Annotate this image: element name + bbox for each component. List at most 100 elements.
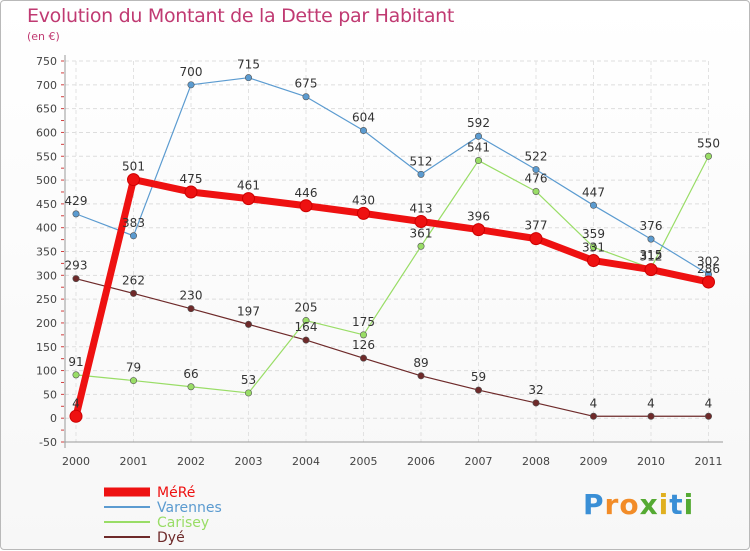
data-point [302,336,310,344]
data-label: 230 [180,289,203,303]
x-tick-label: 2002 [177,455,205,468]
data-label: 312 [640,250,663,264]
data-point [644,263,658,277]
data-point [532,166,540,174]
data-label: 66 [183,367,198,381]
data-point [187,383,195,391]
data-point [299,199,313,213]
x-tick-label: 2010 [637,455,665,468]
data-label: 205 [295,301,318,315]
data-point [130,232,138,240]
data-point [127,173,140,187]
legend-label: MéRé [157,485,195,501]
data-label: 550 [697,136,720,150]
data-label: 286 [697,262,720,276]
x-tick-label: 2011 [695,455,723,468]
data-point [532,187,540,195]
y-tick-label: 350 [36,246,57,259]
legend-label: Carisey [157,515,209,531]
data-point [589,201,597,209]
y-tick-label: 550 [36,150,57,163]
data-label: 302 [697,254,720,268]
x-tick-label: 2007 [465,455,493,468]
data-point [417,170,425,178]
data-point [704,412,712,420]
data-label: 175 [352,315,375,329]
data-label: 376 [640,219,663,233]
y-tick-label: 150 [36,341,57,354]
y-tick-label: 100 [36,365,57,378]
x-tick-label: 2003 [235,455,263,468]
data-point [69,409,83,423]
data-label: 262 [122,273,145,287]
data-label: 377 [525,219,548,233]
data-label: 396 [467,210,490,224]
data-label: 512 [410,154,433,168]
chart-subtitle: (en €) [27,30,60,43]
data-point [474,157,482,165]
y-tick-label: 250 [36,293,57,306]
y-tick-label: 0 [50,412,57,425]
data-point [359,127,367,135]
y-tick-label: -50 [39,436,57,449]
data-label: 447 [582,185,605,199]
x-tick-label: 2008 [522,455,550,468]
series-line-carisey [75,155,710,394]
data-label: 89 [413,356,428,370]
data-point [417,372,425,380]
chart-title: Evolution du Montant de la Dette par Hab… [27,5,455,27]
data-point [72,371,80,379]
data-point [184,185,198,199]
series-line-méré [72,176,710,418]
data-label: 293 [65,259,88,273]
data-label: 197 [237,304,260,318]
y-tick-label: 600 [36,126,57,139]
data-point [414,214,428,228]
data-label: 592 [467,116,490,130]
data-point [242,192,255,206]
data-label: 475 [180,172,203,186]
data-label: 53 [241,373,256,387]
data-label: 315 [640,248,663,262]
data-point [589,412,597,420]
data-label: 461 [237,179,260,193]
data-point [245,389,253,397]
data-point [474,386,482,394]
data-point [130,377,138,385]
data-label: 4 [647,396,655,410]
y-tick-label: 650 [36,103,57,116]
y-tick-label: 700 [36,79,57,92]
y-tick-label: 750 [36,55,57,68]
data-label: 4 [590,396,598,410]
data-label: 476 [525,171,548,185]
data-point [245,74,253,82]
y-tick-label: 200 [36,317,57,330]
brand-logo: Proxiti [583,488,695,521]
data-label: 164 [295,320,318,334]
data-point [187,81,195,89]
data-label: 32 [528,383,543,397]
data-point [532,399,540,407]
data-point [587,254,600,268]
data-label: 446 [295,186,318,200]
data-point [245,320,253,328]
y-tick-label: 400 [36,222,57,235]
x-tick-label: 2006 [407,455,435,468]
data-point [702,275,715,289]
data-point [704,152,712,160]
data-label: 430 [352,193,375,207]
data-label: 715 [237,58,260,72]
data-label: 359 [582,227,605,241]
data-label: 91 [68,355,83,369]
data-label: 126 [352,338,375,352]
x-tick-label: 2005 [350,455,378,468]
y-tick-label: 50 [43,388,57,401]
y-tick-label: 500 [36,174,57,187]
data-point [417,242,425,250]
data-label: 429 [65,194,88,208]
x-tick-label: 2004 [292,455,320,468]
data-label: 522 [525,150,548,164]
data-point [529,232,543,246]
